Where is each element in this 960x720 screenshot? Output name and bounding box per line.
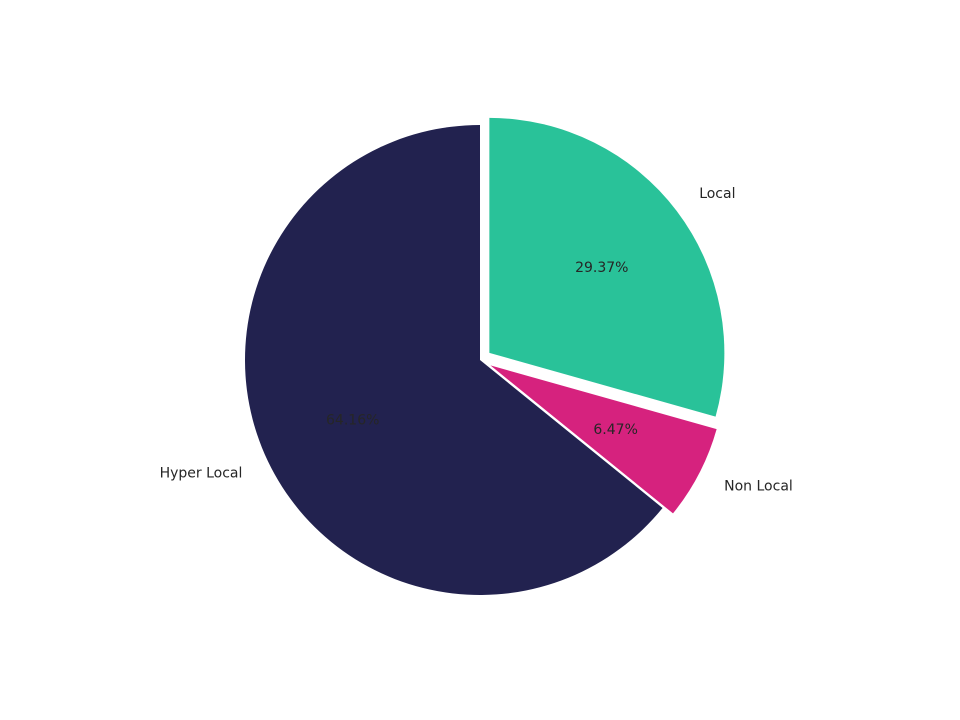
pie-slices bbox=[245, 118, 724, 595]
slice-pct-label: 6.47% bbox=[593, 422, 637, 438]
slice-pct-label: 29.37% bbox=[575, 260, 628, 276]
slice-pct-label: 64.16% bbox=[326, 413, 379, 429]
slice-label: Local bbox=[699, 186, 735, 202]
pie-chart: 64.16% Hyper Local 6.47% Non Local 29.37% Loc… bbox=[0, 0, 960, 720]
slice-label: Hyper Local bbox=[160, 465, 243, 481]
slice-label: Non Local bbox=[724, 478, 793, 494]
